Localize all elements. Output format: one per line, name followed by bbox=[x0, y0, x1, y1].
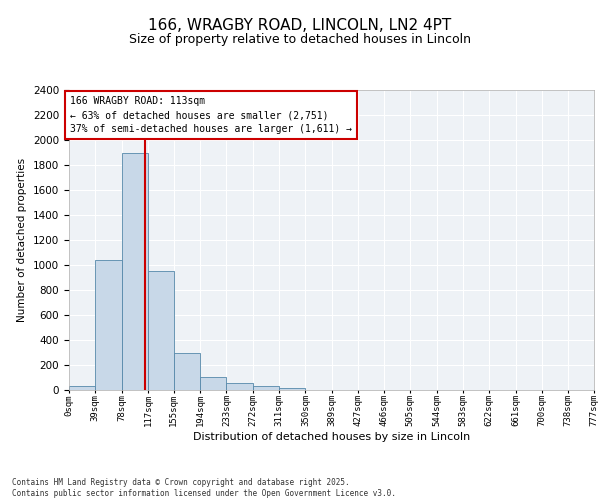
Text: Size of property relative to detached houses in Lincoln: Size of property relative to detached ho… bbox=[129, 32, 471, 46]
Bar bbox=[200, 377, 226, 390]
Bar bbox=[253, 386, 279, 390]
X-axis label: Distribution of detached houses by size in Lincoln: Distribution of detached houses by size … bbox=[193, 432, 470, 442]
Bar bbox=[95, 260, 122, 390]
Bar bbox=[226, 383, 253, 390]
Bar bbox=[174, 352, 200, 390]
Text: Contains HM Land Registry data © Crown copyright and database right 2025.
Contai: Contains HM Land Registry data © Crown c… bbox=[12, 478, 396, 498]
Bar bbox=[279, 388, 305, 390]
Bar bbox=[122, 152, 148, 390]
Bar bbox=[148, 271, 174, 390]
Text: 166 WRAGBY ROAD: 113sqm
← 63% of detached houses are smaller (2,751)
37% of semi: 166 WRAGBY ROAD: 113sqm ← 63% of detache… bbox=[70, 96, 352, 134]
Text: 166, WRAGBY ROAD, LINCOLN, LN2 4PT: 166, WRAGBY ROAD, LINCOLN, LN2 4PT bbox=[148, 18, 452, 32]
Y-axis label: Number of detached properties: Number of detached properties bbox=[17, 158, 28, 322]
Bar bbox=[69, 386, 95, 390]
